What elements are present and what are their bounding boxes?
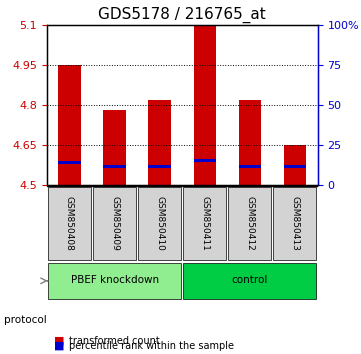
Bar: [148, 165, 171, 168]
Text: control: control: [232, 275, 268, 285]
FancyBboxPatch shape: [93, 187, 136, 260]
Text: percentile rank within the sample: percentile rank within the sample: [69, 341, 234, 351]
Bar: [58, 161, 81, 164]
FancyBboxPatch shape: [183, 187, 226, 260]
FancyBboxPatch shape: [48, 263, 181, 299]
Bar: [58, 65, 81, 185]
Text: protocol: protocol: [4, 315, 46, 325]
FancyBboxPatch shape: [138, 187, 181, 260]
Text: GSM850413: GSM850413: [291, 196, 300, 251]
Text: GSM850409: GSM850409: [110, 196, 119, 251]
Bar: [239, 165, 261, 168]
Bar: [103, 110, 126, 185]
Title: GDS5178 / 216765_at: GDS5178 / 216765_at: [99, 7, 266, 23]
FancyBboxPatch shape: [229, 187, 271, 260]
Text: ■: ■: [54, 341, 65, 351]
Bar: [239, 100, 261, 185]
Text: GSM850412: GSM850412: [245, 196, 255, 251]
Bar: [284, 145, 306, 185]
Bar: [284, 165, 306, 168]
Bar: [148, 100, 171, 185]
Text: GSM850411: GSM850411: [200, 196, 209, 251]
Text: ■: ■: [54, 336, 65, 346]
Text: GSM850410: GSM850410: [155, 196, 164, 251]
Bar: [103, 165, 126, 168]
FancyBboxPatch shape: [274, 187, 316, 260]
Text: PBEF knockdown: PBEF knockdown: [70, 275, 159, 285]
FancyBboxPatch shape: [48, 187, 91, 260]
Bar: [193, 159, 216, 162]
FancyBboxPatch shape: [183, 263, 316, 299]
Text: GSM850408: GSM850408: [65, 196, 74, 251]
Text: transformed count: transformed count: [69, 336, 159, 346]
Bar: [193, 25, 216, 185]
